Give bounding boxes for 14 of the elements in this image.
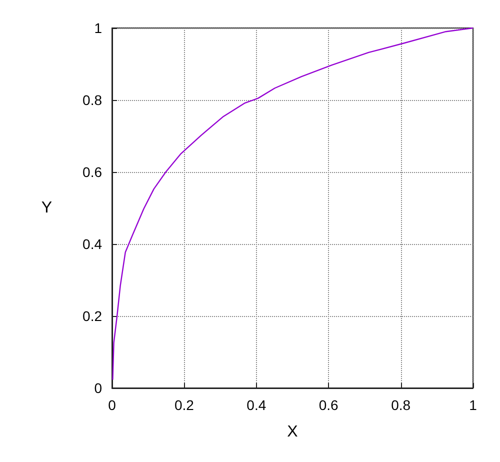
y-tick-label: 0.8 <box>82 92 102 108</box>
y-tick-label: 0.6 <box>82 164 102 180</box>
y-axis-title: Y <box>41 200 52 216</box>
y-tick-label: 0 <box>94 380 102 396</box>
x-tick-label: 1 <box>469 397 478 413</box>
x-tick-label: 0 <box>108 397 116 413</box>
x-tick-label: 0.2 <box>174 397 194 413</box>
y-tick-label: 1 <box>94 20 102 36</box>
y-tick-label: 0.2 <box>82 308 102 324</box>
y-tick-label: 0.4 <box>82 236 102 252</box>
x-tick-label: 0.8 <box>391 397 411 413</box>
x-axis-title: X <box>287 424 298 440</box>
x-tick-label: 0.6 <box>318 397 339 413</box>
x-tick-label: 0.4 <box>246 397 266 413</box>
